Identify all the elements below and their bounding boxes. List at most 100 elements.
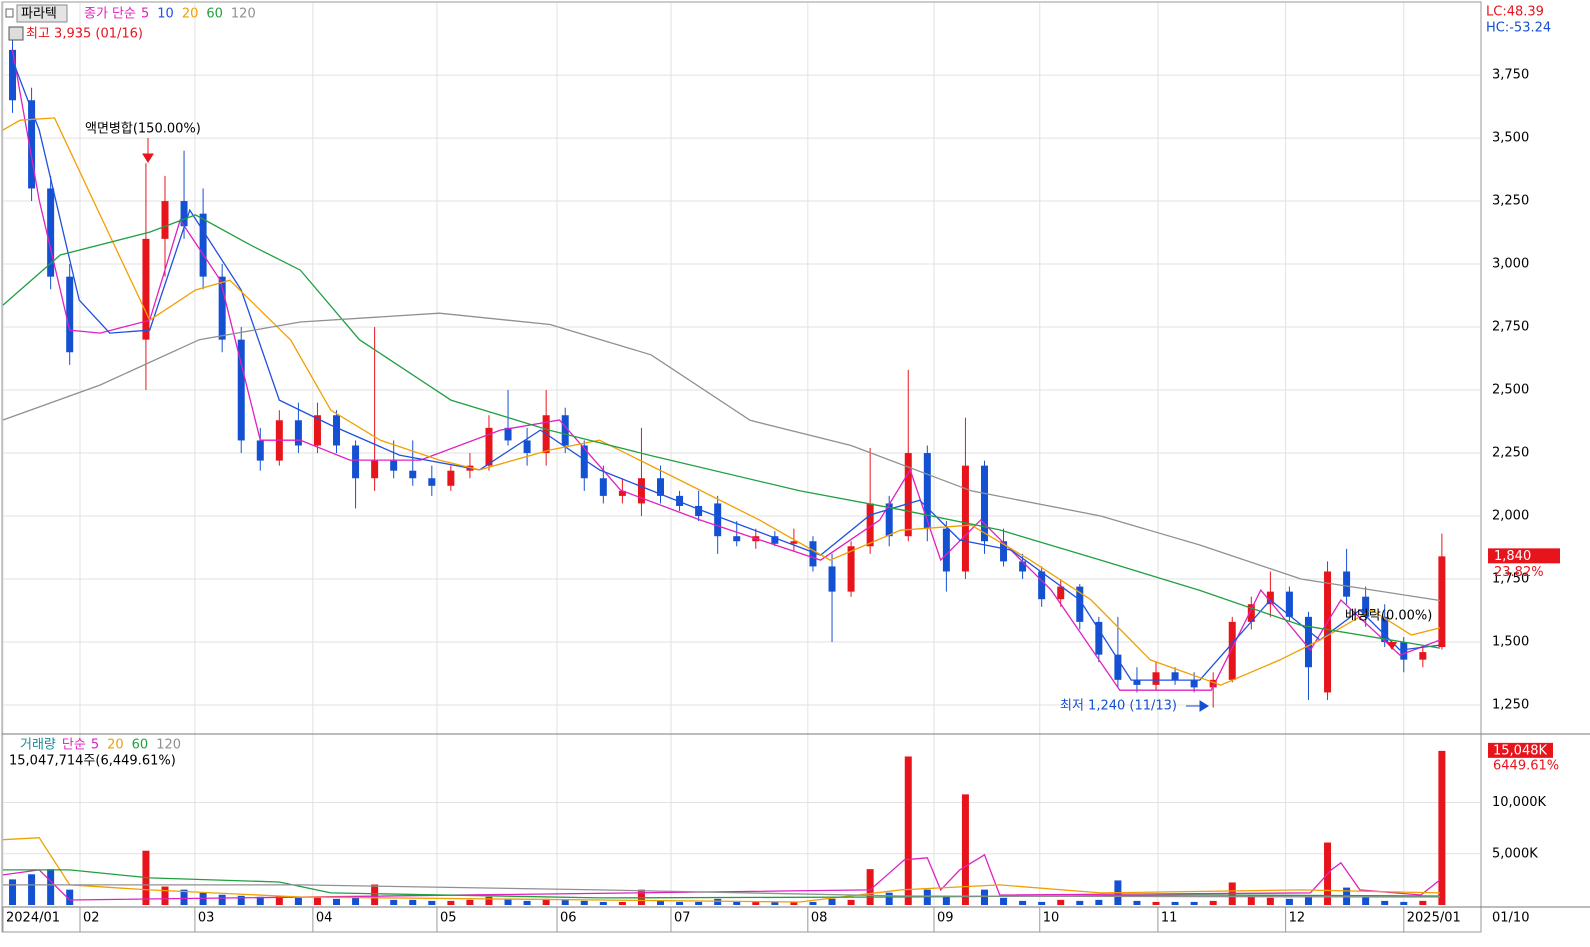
legend-title: 종가 단순	[84, 7, 136, 22]
legend: 종가 단순 5 10 20 60 120	[84, 7, 256, 22]
volume-bar	[961, 794, 969, 905]
volume-bar	[733, 901, 741, 905]
volume-bar	[409, 899, 417, 905]
candle-body	[847, 546, 855, 592]
candle-body	[1228, 621, 1236, 680]
volume-bar	[942, 896, 950, 905]
candle-body	[66, 276, 74, 353]
volume-bar	[294, 897, 302, 905]
volume-bar	[504, 898, 512, 905]
candle-body	[1190, 679, 1198, 688]
volume-bar	[599, 901, 607, 905]
ma-line	[2, 837, 1441, 903]
volume-bar	[485, 896, 493, 905]
candle-body	[1400, 642, 1408, 660]
y-tick-label: 1,500	[1492, 635, 1529, 650]
candle-body	[1038, 571, 1046, 600]
y-tick-label: 5,000K	[1492, 846, 1538, 861]
legend-entry: 5	[141, 7, 149, 22]
split-annotation: 액면병합(150.00%)	[85, 122, 201, 137]
y-tick-label: 2,500	[1492, 383, 1529, 398]
volume-bar	[218, 894, 226, 905]
volume-bar	[447, 900, 455, 905]
volume-bar	[771, 901, 779, 905]
volume-bar	[1171, 901, 1179, 905]
candle-body	[1095, 621, 1103, 655]
volume-bar	[237, 895, 245, 905]
last-volume-label: 15,048K	[1493, 743, 1547, 758]
x-tick-label: 11	[1161, 911, 1178, 926]
candle-body	[866, 503, 874, 547]
y-tick-label: 1,750	[1492, 572, 1529, 587]
candle-body	[714, 503, 722, 537]
candle-body	[47, 188, 55, 277]
y-tick-label: 3,500	[1492, 131, 1529, 146]
hc-label: HC:-53.24	[1486, 21, 1551, 36]
volume-bar	[1304, 896, 1312, 905]
volume-bar	[47, 869, 55, 905]
candle-body	[313, 415, 321, 446]
candle-body	[580, 445, 588, 479]
low-arrow	[1186, 700, 1209, 712]
candle-body	[333, 415, 341, 446]
candle-body	[409, 470, 417, 479]
candle-body	[1362, 596, 1370, 617]
candle-body	[1324, 571, 1332, 693]
legend-entry: 60	[132, 738, 149, 753]
x-tick-label: 09	[937, 911, 954, 926]
candle-body	[523, 440, 531, 454]
volume-bar	[523, 900, 531, 905]
volume-bar	[714, 898, 722, 905]
dividend-arrow	[1387, 642, 1397, 650]
frame	[1, 1, 1482, 933]
candle-body	[828, 566, 836, 592]
x-tick-label: 10	[1043, 911, 1060, 926]
legend-title: 단순	[62, 738, 86, 753]
candle-body	[1438, 556, 1446, 648]
volume-bar	[657, 900, 665, 905]
volume-bar	[885, 892, 893, 905]
candle-body	[1343, 571, 1351, 597]
candle-body	[1114, 654, 1122, 680]
candle-body	[771, 536, 779, 544]
candle-body	[923, 453, 931, 529]
split-arrow	[142, 138, 154, 163]
candle-body	[1076, 586, 1084, 622]
y-tick-label: 2,750	[1492, 320, 1529, 335]
volume-bar	[1019, 900, 1027, 905]
volume-bar	[333, 898, 341, 905]
volume-bar	[1266, 897, 1274, 905]
candle-body	[199, 213, 207, 277]
volume-bar	[352, 897, 360, 905]
legend-entry: 120	[231, 7, 256, 22]
volume-bar	[1438, 750, 1446, 905]
candle-body	[657, 478, 665, 496]
candle-body	[1057, 586, 1065, 600]
icon	[8, 26, 24, 41]
legend-entry: 120	[156, 738, 181, 753]
ma-line	[11, 59, 1441, 681]
volume-bar	[980, 889, 988, 905]
candle-body	[1209, 679, 1217, 688]
volume-bar	[809, 901, 817, 905]
candle-body	[733, 536, 741, 542]
y-tick-label: 1,250	[1492, 698, 1529, 713]
candle-body	[637, 478, 645, 504]
title-box	[16, 4, 68, 23]
candle-body	[1285, 591, 1293, 617]
candle-body	[180, 201, 188, 227]
volume-bar	[28, 874, 36, 905]
candle-body	[1419, 652, 1427, 660]
x-tick-label: 04	[316, 911, 333, 926]
volume-bar	[1057, 899, 1065, 905]
volume-bar	[66, 889, 74, 905]
volume-bar	[256, 896, 264, 905]
last-price-box	[1488, 548, 1560, 564]
legend: 거래량 단순 5 20 60 120	[20, 738, 181, 753]
candle-body	[485, 427, 493, 466]
y-tick-label: 3,250	[1492, 194, 1529, 209]
volume-bar	[790, 901, 798, 905]
candle-body	[504, 427, 512, 441]
change-label: 23.82%	[1494, 565, 1544, 580]
